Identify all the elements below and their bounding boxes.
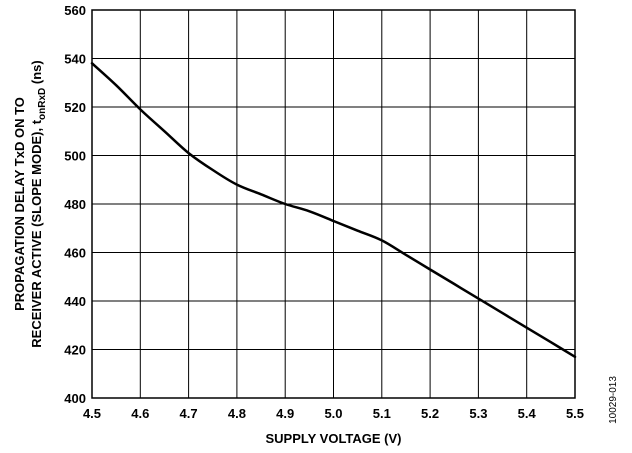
y-tick-label: 500 <box>64 149 86 164</box>
x-tick-label: 4.9 <box>276 406 294 421</box>
x-tick-label: 5.0 <box>324 406 342 421</box>
y-tick-label: 440 <box>64 294 86 309</box>
plot-frame <box>91 9 576 399</box>
y-tick-label: 460 <box>64 246 86 261</box>
y-axis-label-line2-suffix: (ns) <box>29 60 44 87</box>
y-tick-label: 540 <box>64 52 86 67</box>
x-tick-label: 5.4 <box>518 406 537 421</box>
y-axis-label-line2-prefix: RECEIVER ACTIVE (SLOPE MODE), t <box>29 119 44 347</box>
grid <box>92 10 575 398</box>
x-tick-label: 5.3 <box>469 406 487 421</box>
y-tick-labels: 400 420 440 460 480 500 520 540 560 <box>64 3 86 406</box>
y-tick-label: 420 <box>64 343 86 358</box>
x-tick-label: 4.7 <box>180 406 198 421</box>
x-tick-label: 5.2 <box>421 406 439 421</box>
series-line <box>90 62 577 359</box>
figure-id: 10029-013 <box>608 376 619 424</box>
x-tick-label: 4.6 <box>131 406 149 421</box>
y-axis-label-subscript: onRxD <box>37 88 48 120</box>
y-tick-label: 520 <box>64 100 86 115</box>
x-tick-label: 5.5 <box>566 406 584 421</box>
x-tick-label: 4.5 <box>83 406 101 421</box>
x-tick-labels: 4.5 4.6 4.7 4.8 4.9 5.0 5.1 5.2 5.3 5.4 5.5 <box>83 406 584 421</box>
y-tick-label: 480 <box>64 197 86 212</box>
y-tick-label: 400 <box>64 391 86 406</box>
y-tick-label: 560 <box>64 3 86 18</box>
x-axis-label: SUPPLY VOLTAGE (V) <box>265 431 401 446</box>
y-axis-label-line2: RECEIVER ACTIVE (SLOPE MODE), tonRxD (ns… <box>29 60 48 347</box>
y-axis-label-line1: PROPAGATION DELAY TxD ON TO <box>12 97 27 311</box>
x-tick-label: 5.1 <box>373 406 391 421</box>
x-tick-label: 4.8 <box>228 406 246 421</box>
